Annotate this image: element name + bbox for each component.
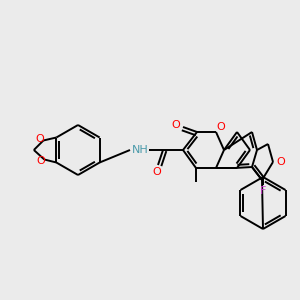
Text: O: O (153, 167, 161, 177)
Text: F: F (260, 186, 266, 196)
Text: O: O (277, 157, 285, 167)
Text: NH: NH (132, 145, 148, 155)
Text: O: O (217, 122, 225, 132)
Text: O: O (35, 134, 44, 143)
Text: O: O (36, 157, 45, 166)
Text: O: O (172, 120, 180, 130)
